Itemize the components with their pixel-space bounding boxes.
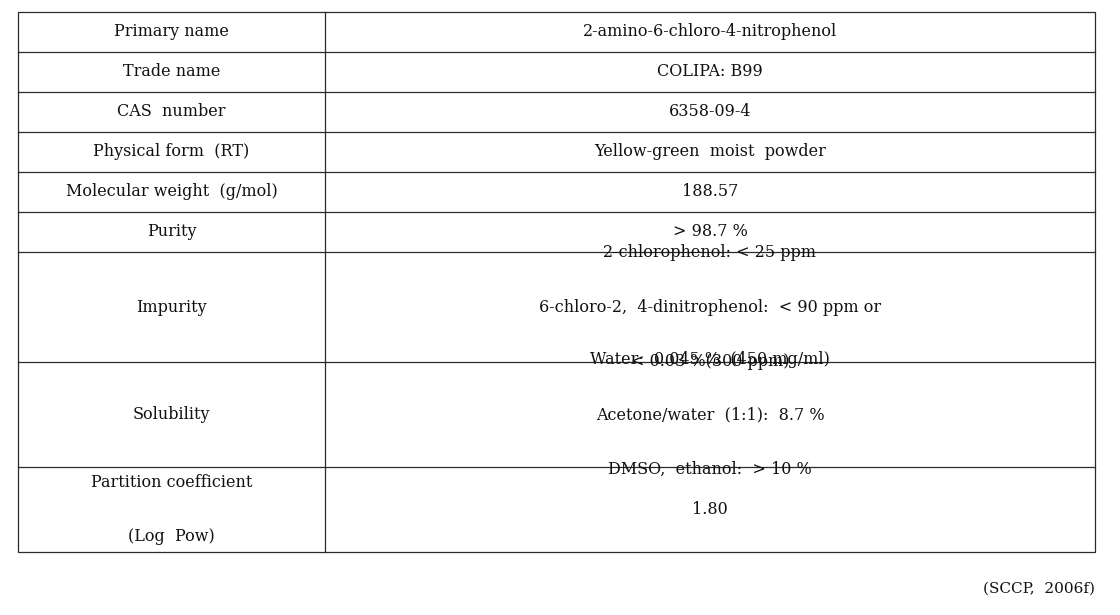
- Text: Trade name: Trade name: [123, 63, 221, 81]
- Text: Primary name: Primary name: [114, 23, 228, 41]
- Text: Impurity: Impurity: [137, 298, 207, 315]
- Text: 2-chlorophenol: < 25 ppm

6-chloro-2,  4-dinitrophenol:  < 90 ppm or

< 0.03 %(3: 2-chlorophenol: < 25 ppm 6-chloro-2, 4-d…: [539, 244, 881, 370]
- Text: 6358-09-4: 6358-09-4: [669, 103, 752, 121]
- Text: COLIPA: B99: COLIPA: B99: [657, 63, 763, 81]
- Text: CAS  number: CAS number: [118, 103, 226, 121]
- Text: 188.57: 188.57: [682, 183, 738, 200]
- Text: 2-amino-6-chloro-4-nitrophenol: 2-amino-6-chloro-4-nitrophenol: [582, 23, 837, 41]
- Text: (SCCP,  2006f): (SCCP, 2006f): [983, 582, 1095, 596]
- Bar: [18, 12, 1095, 552]
- Text: Partition coefficient

(Log  Pow): Partition coefficient (Log Pow): [91, 474, 252, 546]
- Text: 1.80: 1.80: [692, 501, 728, 518]
- Text: Water:  0.045 %  (450 mg/ml)

Acetone/water  (1:1):  8.7 %

DMSO,  ethanol:  > 1: Water: 0.045 % (450 mg/ml) Acetone/water…: [590, 351, 830, 478]
- Text: Molecular weight  (g/mol): Molecular weight (g/mol): [66, 183, 278, 200]
- Text: Physical form  (RT): Physical form (RT): [93, 143, 250, 161]
- Text: Solubility: Solubility: [133, 406, 211, 423]
- Text: > 98.7 %: > 98.7 %: [672, 223, 747, 240]
- Text: Yellow-green  moist  powder: Yellow-green moist powder: [594, 143, 825, 161]
- Text: Purity: Purity: [147, 223, 196, 240]
